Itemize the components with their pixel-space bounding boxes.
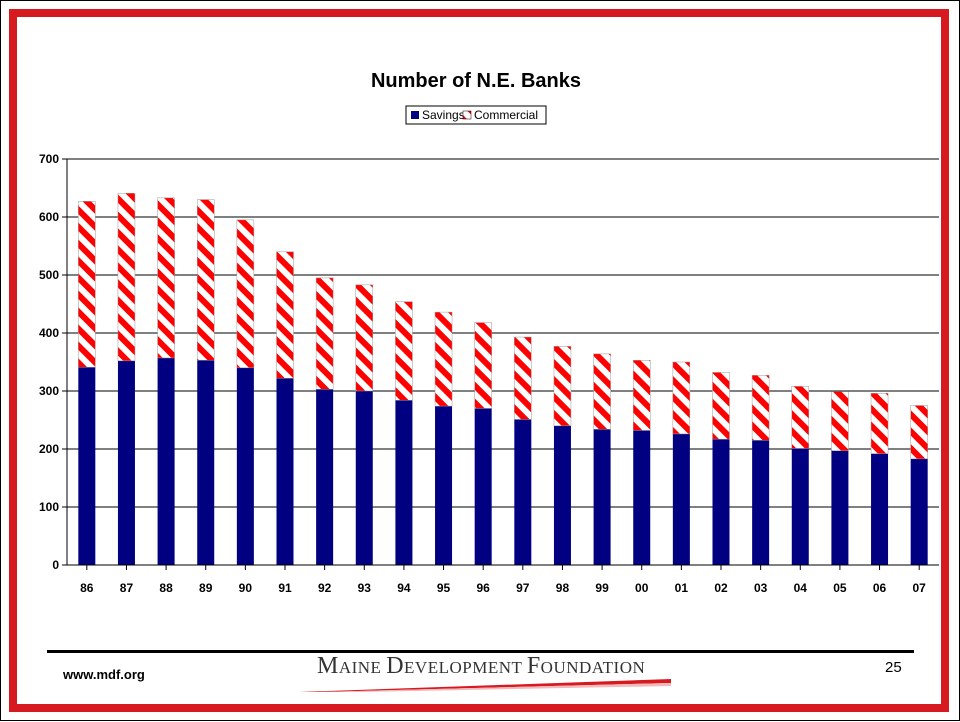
y-tick-label: 500 bbox=[39, 268, 59, 282]
bar-commercial-01 bbox=[672, 361, 691, 435]
bar-savings-01 bbox=[672, 433, 690, 565]
bar-savings-93 bbox=[355, 391, 373, 565]
bar-commercial-95 bbox=[434, 311, 453, 407]
bar-commercial-97 bbox=[514, 336, 532, 420]
page-number: 25 bbox=[885, 659, 902, 676]
legend-swatch-commercial bbox=[462, 110, 472, 120]
bar-savings-96 bbox=[474, 408, 492, 565]
bar-savings-99 bbox=[593, 429, 611, 565]
bar-savings-07 bbox=[910, 458, 928, 565]
bar-commercial-86 bbox=[78, 201, 96, 368]
x-tick-label: 00 bbox=[635, 581, 649, 595]
y-tick-label: 200 bbox=[39, 442, 59, 456]
x-tick-label: 02 bbox=[714, 581, 728, 595]
bar-savings-00 bbox=[633, 430, 651, 565]
bar-savings-91 bbox=[276, 378, 294, 565]
x-tick-label: 92 bbox=[318, 581, 332, 595]
x-tick-label: 96 bbox=[477, 581, 491, 595]
bar-commercial-91 bbox=[276, 251, 294, 379]
x-tick-label: 98 bbox=[556, 581, 570, 595]
x-tick-label: 89 bbox=[199, 581, 213, 595]
x-tick-label: 87 bbox=[120, 581, 134, 595]
x-tick-label: 05 bbox=[833, 581, 847, 595]
x-tick-label: 93 bbox=[358, 581, 372, 595]
legend-label-savings: Savings bbox=[422, 108, 465, 122]
bar-commercial-99 bbox=[593, 353, 611, 430]
bar-commercial-00 bbox=[632, 360, 651, 431]
bar-commercial-96 bbox=[474, 322, 492, 409]
bar-savings-89 bbox=[197, 360, 215, 565]
x-tick-label: 88 bbox=[159, 581, 173, 595]
legend-swatch-savings bbox=[411, 111, 419, 119]
bar-savings-98 bbox=[553, 425, 571, 565]
x-tick-label: 91 bbox=[278, 581, 292, 595]
bar-savings-03 bbox=[752, 440, 770, 565]
x-tick-label: 86 bbox=[80, 581, 94, 595]
bar-savings-86 bbox=[78, 367, 96, 565]
bar-savings-97 bbox=[514, 419, 532, 565]
y-tick-label: 400 bbox=[39, 326, 59, 340]
x-tick-label: 95 bbox=[437, 581, 451, 595]
bar-savings-02 bbox=[712, 439, 730, 565]
bar-savings-90 bbox=[236, 367, 254, 565]
legend: Savings Commercial bbox=[405, 105, 547, 125]
brand-swoosh bbox=[299, 679, 671, 692]
y-tick-label: 700 bbox=[39, 152, 59, 166]
x-tick-label: 99 bbox=[595, 581, 609, 595]
bar-commercial-07 bbox=[910, 405, 928, 460]
bar-commercial-93 bbox=[355, 284, 374, 392]
bar-commercial-94 bbox=[395, 301, 413, 401]
bar-savings-05 bbox=[831, 450, 849, 565]
y-tick-label: 100 bbox=[39, 500, 59, 514]
bar-commercial-03 bbox=[751, 375, 770, 441]
x-tick-label: 01 bbox=[675, 581, 689, 595]
bar-commercial-05 bbox=[831, 391, 849, 451]
legend-label-commercial: Commercial bbox=[474, 108, 538, 122]
x-tick-label: 03 bbox=[754, 581, 768, 595]
y-tick-label: 0 bbox=[52, 558, 59, 572]
bar-commercial-04 bbox=[791, 386, 810, 449]
x-tick-label: 90 bbox=[239, 581, 253, 595]
x-tick-label: 97 bbox=[516, 581, 530, 595]
brand-logo: MAINE DEVELOPMENT FOUNDATION bbox=[299, 653, 671, 693]
x-tick-label: 94 bbox=[397, 581, 411, 595]
y-tick-label: 300 bbox=[39, 384, 59, 398]
bar-commercial-98 bbox=[553, 346, 572, 427]
chart-title: Number of N.E. Banks bbox=[371, 70, 581, 92]
bar-commercial-06 bbox=[870, 393, 889, 454]
bar-commercial-88 bbox=[157, 197, 175, 359]
bar-savings-06 bbox=[871, 453, 889, 565]
y-tick-label: 600 bbox=[39, 210, 59, 224]
footer-url[interactable]: www.mdf.org bbox=[63, 667, 145, 682]
x-tick-label: 06 bbox=[873, 581, 887, 595]
bar-savings-95 bbox=[435, 406, 453, 565]
bar-savings-88 bbox=[157, 357, 175, 565]
brand-name: MAINE DEVELOPMENT FOUNDATION bbox=[317, 653, 646, 679]
bars bbox=[78, 192, 928, 565]
bar-savings-04 bbox=[791, 448, 809, 565]
footer-divider bbox=[47, 650, 914, 653]
bar-commercial-92 bbox=[315, 277, 334, 390]
x-tick-label: 07 bbox=[913, 581, 927, 595]
bar-commercial-90 bbox=[236, 219, 255, 369]
bar-savings-94 bbox=[395, 400, 413, 565]
bar-commercial-02 bbox=[712, 372, 730, 440]
bar-commercial-89 bbox=[196, 199, 215, 361]
x-tick-label: 04 bbox=[794, 581, 808, 595]
bar-savings-87 bbox=[117, 360, 135, 565]
bar-savings-92 bbox=[316, 389, 334, 565]
bar-commercial-87 bbox=[117, 192, 136, 362]
legend-box bbox=[405, 105, 547, 125]
